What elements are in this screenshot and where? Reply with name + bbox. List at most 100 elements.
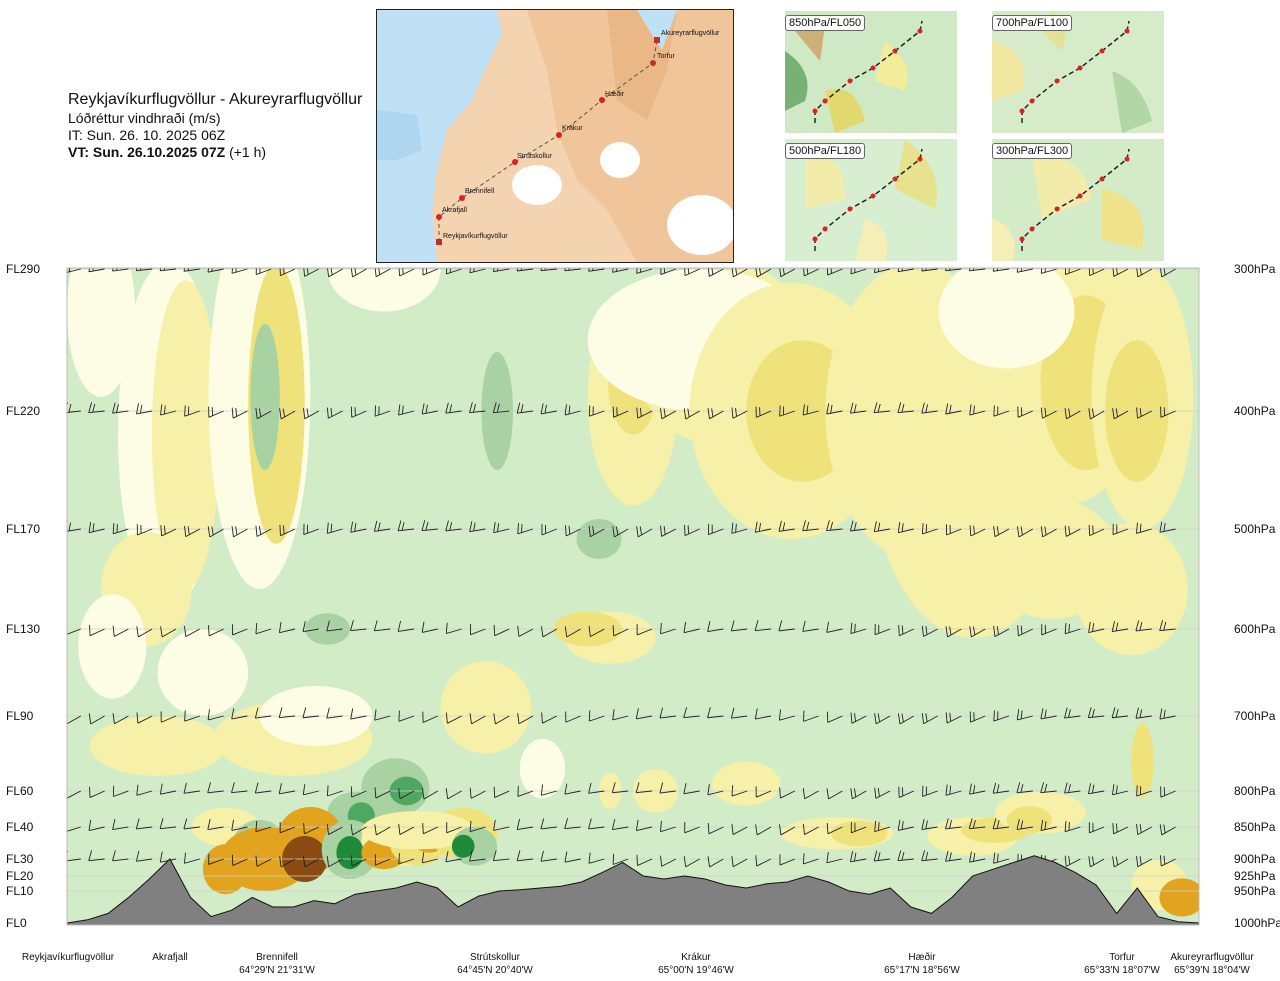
- barb-flag: [1092, 525, 1094, 535]
- route-point-coord: 64°45'N 20°40'W: [457, 965, 533, 976]
- barb-shaft: [255, 715, 272, 719]
- wind-barb: [611, 782, 629, 794]
- barb-flag: [302, 784, 306, 795]
- barb-flag: [565, 711, 567, 723]
- barb-flag: [1139, 709, 1143, 718]
- barb-flag: [802, 268, 805, 277]
- wind-barb: [588, 268, 605, 272]
- barb-flag: [568, 525, 571, 535]
- route-point-label: Brennifell 64°29'N 21°31'W: [239, 951, 315, 977]
- barb-shaft: [874, 826, 891, 833]
- barb-flag: [755, 855, 758, 867]
- wind-barb: [38, 818, 57, 833]
- barb-shaft: [351, 858, 367, 867]
- barb-flag: [112, 713, 115, 724]
- barb-shaft: [1112, 715, 1129, 719]
- wind-barb: [39, 259, 57, 273]
- barb-shaft: [304, 410, 320, 420]
- barb-flag: [207, 818, 211, 830]
- plot-frame: [66, 267, 1200, 926]
- barb-flag: [445, 851, 449, 862]
- chart-subtitle: Lóðréttur vindhraði (m/s): [68, 110, 221, 126]
- barb-flag: [326, 522, 329, 534]
- barb-shaft: [138, 628, 153, 638]
- barb-shaft: [897, 858, 914, 862]
- barb-flag: [1044, 526, 1047, 535]
- wind-barb: [1064, 525, 1081, 537]
- barb-flag: [1136, 823, 1139, 835]
- barb-flag: [445, 268, 448, 274]
- barb-flag: [517, 625, 520, 637]
- field-cell: [89, 716, 226, 776]
- barb-flag: [1064, 622, 1067, 634]
- wind-barb: [136, 626, 153, 638]
- wind-barb: [754, 521, 772, 533]
- wind-barb: [1017, 406, 1033, 418]
- barb-flag: [1160, 786, 1162, 798]
- barb-flag: [1163, 268, 1166, 276]
- barb-shaft: [683, 790, 700, 795]
- wind-barb: [707, 620, 724, 633]
- barb-flag: [545, 524, 547, 534]
- route-point-coord: 65°00'N 19°46'W: [658, 965, 734, 976]
- barb-shaft: [67, 858, 81, 862]
- barb-shaft: [184, 858, 200, 864]
- wind-barb: [779, 854, 795, 866]
- barb-flag: [996, 626, 999, 635]
- barb-flag: [684, 822, 686, 833]
- barb-flag: [544, 404, 547, 414]
- barb-flag: [612, 268, 615, 273]
- barb-shaft: [1159, 715, 1176, 720]
- wind-barb: [421, 403, 438, 415]
- barb-flag: [1040, 526, 1044, 537]
- barb-flag: [612, 406, 614, 418]
- barb-shaft: [399, 826, 415, 835]
- wind-barb: [707, 268, 724, 277]
- wind-barb: [660, 623, 676, 635]
- wind-barb: [422, 823, 438, 835]
- barb-flag: [306, 268, 309, 275]
- barb-flag: [1020, 407, 1023, 416]
- barb-flag: [1041, 624, 1043, 635]
- barb-flag: [925, 820, 928, 829]
- barb-shaft: [208, 410, 224, 418]
- barb-flag: [850, 622, 853, 634]
- barb-flag: [921, 850, 925, 861]
- barb-shaft: [1137, 410, 1153, 419]
- barb-flag: [1163, 709, 1166, 719]
- wind-barb: [993, 525, 1010, 538]
- wind-barb: [1135, 522, 1152, 534]
- barb-shaft: [564, 826, 581, 830]
- barb-flag: [803, 710, 805, 722]
- wind-barb: [540, 403, 557, 415]
- barb-flag: [350, 521, 354, 533]
- wind-barb: [731, 823, 748, 835]
- barb-flag: [1040, 708, 1044, 719]
- wind-barb: [1016, 818, 1033, 831]
- barb-flag: [303, 523, 305, 535]
- barb-shaft: [540, 858, 557, 862]
- barb-flag: [211, 407, 214, 416]
- barb-shaft: [374, 628, 391, 632]
- map-label-brennifell: Brennifell: [465, 188, 495, 195]
- barb-flag: [660, 820, 662, 832]
- waypoint-marker: [654, 37, 660, 43]
- barb-shaft: [232, 858, 248, 866]
- barb-flag: [283, 525, 285, 535]
- flight-level-label: FL40: [6, 820, 34, 834]
- wind-barb: [683, 621, 700, 634]
- barb-flag: [1139, 268, 1142, 275]
- barb-flag: [421, 852, 425, 863]
- pressure-label: 800hPa: [1234, 784, 1276, 798]
- wind-barb: [350, 824, 367, 836]
- waypoint-marker: [512, 159, 518, 165]
- wind-barb: [993, 625, 1010, 638]
- barb-flag: [826, 403, 830, 415]
- barb-flag: [1088, 408, 1091, 420]
- barb-flag: [1092, 822, 1094, 832]
- wind-barb: [730, 620, 748, 632]
- barb-flag: [636, 526, 639, 537]
- barb-flag: [925, 626, 928, 635]
- barb-shaft: [183, 268, 200, 272]
- wind-barb: [826, 621, 843, 633]
